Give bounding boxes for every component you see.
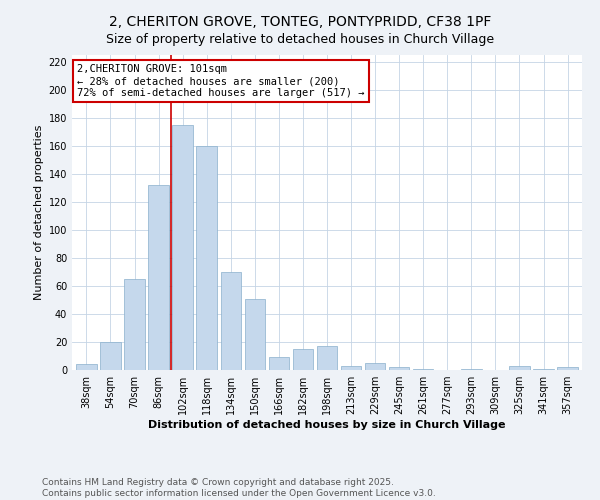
Bar xyxy=(317,346,337,370)
Bar xyxy=(124,279,145,370)
Text: 2,CHERITON GROVE: 101sqm
← 28% of detached houses are smaller (200)
72% of semi-: 2,CHERITON GROVE: 101sqm ← 28% of detach… xyxy=(77,64,365,98)
Bar xyxy=(172,125,193,370)
Bar xyxy=(461,368,482,370)
Bar xyxy=(100,342,121,370)
Bar xyxy=(341,366,361,370)
X-axis label: Distribution of detached houses by size in Church Village: Distribution of detached houses by size … xyxy=(148,420,506,430)
Bar xyxy=(148,185,169,370)
Bar xyxy=(76,364,97,370)
Text: Contains HM Land Registry data © Crown copyright and database right 2025.
Contai: Contains HM Land Registry data © Crown c… xyxy=(42,478,436,498)
Bar xyxy=(365,363,385,370)
Bar xyxy=(293,349,313,370)
Bar xyxy=(509,366,530,370)
Bar xyxy=(269,358,289,370)
Bar xyxy=(413,368,433,370)
Text: 2, CHERITON GROVE, TONTEG, PONTYPRIDD, CF38 1PF: 2, CHERITON GROVE, TONTEG, PONTYPRIDD, C… xyxy=(109,15,491,29)
Bar xyxy=(221,272,241,370)
Bar xyxy=(557,367,578,370)
Bar xyxy=(389,367,409,370)
Bar xyxy=(196,146,217,370)
Bar xyxy=(533,368,554,370)
Text: Size of property relative to detached houses in Church Village: Size of property relative to detached ho… xyxy=(106,32,494,46)
Bar xyxy=(245,298,265,370)
Y-axis label: Number of detached properties: Number of detached properties xyxy=(34,125,44,300)
